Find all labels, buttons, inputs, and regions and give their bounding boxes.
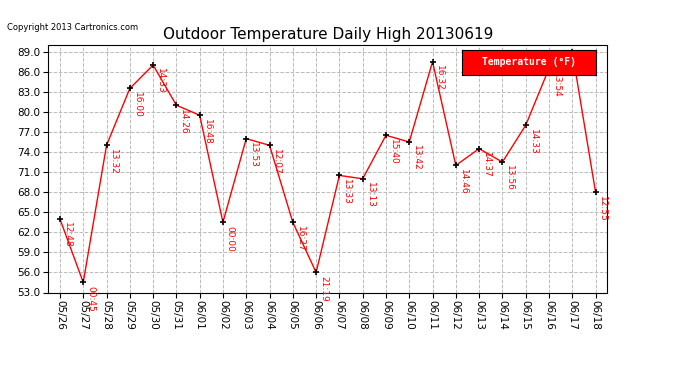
- Point: [310, 269, 322, 275]
- Text: 00:45: 00:45: [86, 286, 95, 312]
- Text: 13:53: 13:53: [249, 142, 258, 168]
- Point: [497, 159, 508, 165]
- Point: [171, 102, 182, 108]
- Point: [124, 86, 135, 92]
- Text: 21:19: 21:19: [319, 276, 328, 302]
- Text: 16:27: 16:27: [295, 226, 304, 251]
- Text: 00:00: 00:00: [226, 226, 235, 252]
- Point: [427, 59, 438, 65]
- Point: [148, 62, 159, 68]
- Text: 13:56: 13:56: [505, 165, 514, 191]
- Point: [194, 112, 205, 118]
- Text: 16:00: 16:00: [132, 92, 141, 118]
- Point: [241, 136, 252, 142]
- Text: 14:46: 14:46: [459, 169, 468, 194]
- Point: [404, 139, 415, 145]
- Point: [357, 176, 368, 182]
- Point: [590, 189, 601, 195]
- Point: [334, 172, 345, 178]
- Text: 12:55: 12:55: [598, 195, 607, 221]
- Text: 14:33: 14:33: [156, 68, 165, 94]
- Title: Outdoor Temperature Daily High 20130619: Outdoor Temperature Daily High 20130619: [163, 27, 493, 42]
- Point: [451, 162, 462, 168]
- Text: 16:48: 16:48: [202, 118, 211, 144]
- Text: Copyright 2013 Cartronics.com: Copyright 2013 Cartronics.com: [7, 22, 138, 32]
- Text: 13:13: 13:13: [366, 182, 375, 208]
- Point: [217, 219, 228, 225]
- Text: 13:42: 13:42: [412, 146, 421, 171]
- Point: [287, 219, 298, 225]
- Text: 16:32: 16:32: [435, 65, 444, 91]
- Text: 13:54: 13:54: [552, 72, 561, 98]
- Point: [566, 49, 578, 55]
- Text: 14:37: 14:37: [482, 152, 491, 178]
- Point: [544, 65, 555, 71]
- Point: [264, 142, 275, 148]
- Text: 12:07: 12:07: [273, 148, 282, 174]
- Text: 14:26: 14:26: [179, 108, 188, 134]
- Text: 14:33: 14:33: [529, 129, 538, 154]
- Text: 13:33: 13:33: [342, 179, 351, 205]
- Text: 12:48: 12:48: [63, 222, 72, 248]
- Point: [520, 122, 531, 128]
- Text: 13:32: 13:32: [109, 148, 118, 174]
- Point: [380, 132, 391, 138]
- Point: [55, 216, 66, 222]
- Point: [473, 146, 484, 152]
- Point: [78, 279, 89, 285]
- Text: 15:40: 15:40: [388, 139, 397, 164]
- Point: [101, 142, 112, 148]
